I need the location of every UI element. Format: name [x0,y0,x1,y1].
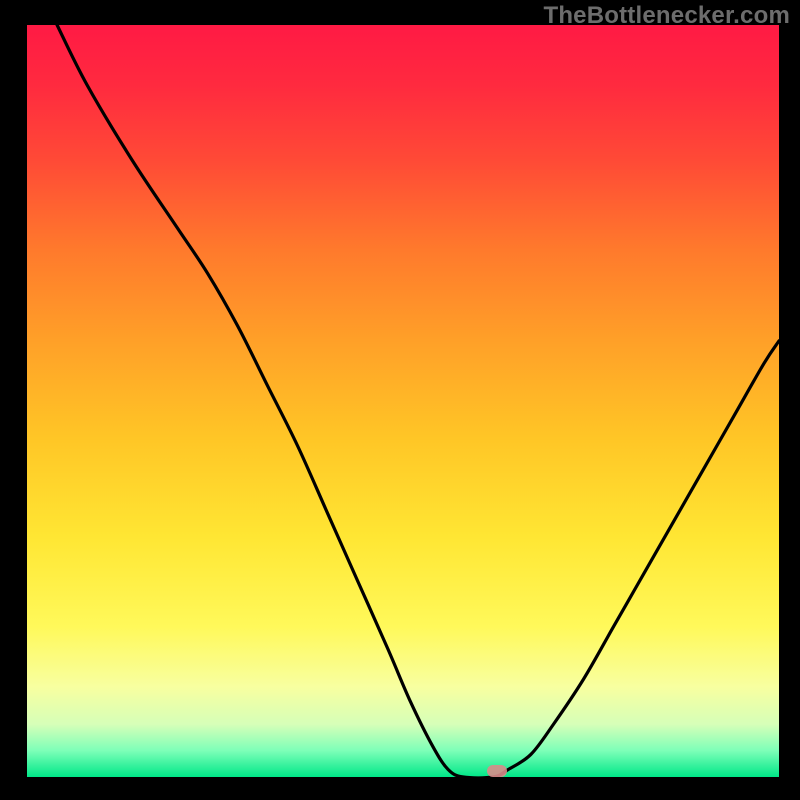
watermark-text: TheBottlenecker.com [543,2,790,30]
bottleneck-curve [57,25,779,777]
optimal-point-marker [487,765,507,777]
chart-overlay [27,25,779,777]
plot-area [27,25,779,777]
chart-root: TheBottlenecker.com [0,0,800,800]
